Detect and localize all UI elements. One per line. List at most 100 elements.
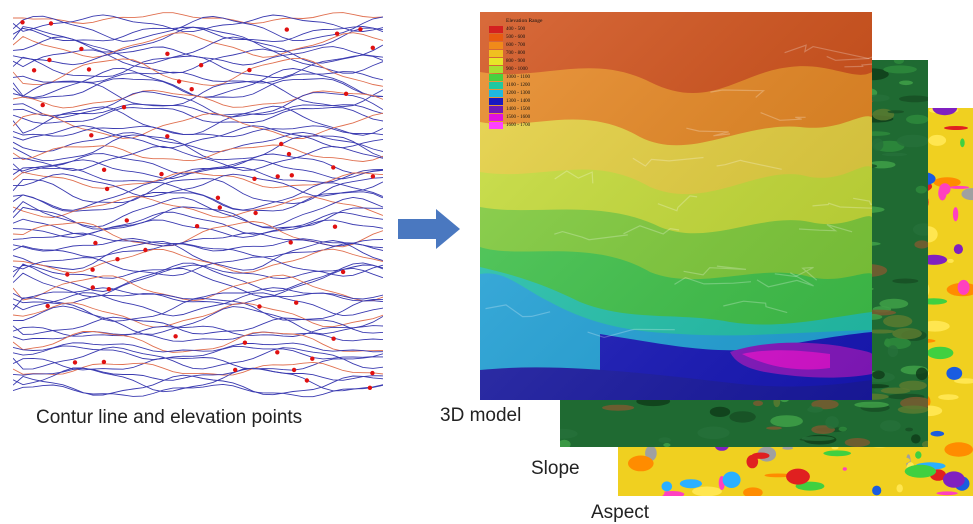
elevation-point xyxy=(101,359,107,365)
legend-label: 1100 - 1200 xyxy=(506,82,530,88)
slope-patch xyxy=(887,110,904,114)
contour-line xyxy=(12,367,384,381)
legend-label: 1200 - 1300 xyxy=(506,90,531,96)
legend-label: 1400 - 1500 xyxy=(506,106,531,112)
legend-swatch xyxy=(489,121,503,129)
hillshade-ridge xyxy=(554,230,628,241)
contour-line xyxy=(12,346,384,370)
hillshade-ridge xyxy=(657,195,698,212)
hillshade-ridge xyxy=(784,44,870,60)
slope-patch xyxy=(897,405,928,414)
elevation-point xyxy=(72,360,78,365)
contour-line xyxy=(12,331,384,342)
slope-patch xyxy=(887,345,899,358)
elevation-3d-model: Elevation Range 400 - 500 500 - 600 600 - … xyxy=(480,12,872,400)
contour-line xyxy=(12,361,384,376)
legend-item: 500 - 600 xyxy=(489,33,571,41)
contour-line xyxy=(12,292,384,305)
aspect-patch xyxy=(823,450,851,457)
legend-swatch xyxy=(489,49,503,57)
aspect-patch xyxy=(953,244,963,255)
slope-patch xyxy=(906,114,928,124)
elevation-point xyxy=(47,57,52,63)
contour-line xyxy=(12,305,384,335)
contour-line xyxy=(12,177,384,205)
aspect-patch xyxy=(947,258,954,263)
elevation-point xyxy=(284,27,289,32)
elevation-point xyxy=(101,167,107,172)
slope-patch xyxy=(825,416,839,429)
aspect-patch xyxy=(927,346,954,360)
legend-label: 1500 - 1600 xyxy=(506,114,531,120)
legend-item: 900 - 1000 xyxy=(489,65,571,73)
elevation-point xyxy=(233,367,238,373)
aspect-patch xyxy=(928,134,947,146)
slope-patch xyxy=(899,95,928,103)
contour-line xyxy=(12,316,384,335)
elevation-point xyxy=(86,67,92,72)
contour-line xyxy=(12,145,384,171)
slope-patch xyxy=(915,185,927,194)
slope-patch xyxy=(844,438,871,447)
aspect-patch xyxy=(904,464,937,478)
aspect-patch xyxy=(898,457,910,464)
elevation-point xyxy=(40,102,45,108)
contour-line xyxy=(12,125,384,149)
legend-item: 1300 - 1400 xyxy=(489,97,571,105)
elevation-point xyxy=(89,133,94,138)
aspect-patch xyxy=(932,108,958,116)
legend-label: 600 - 700 xyxy=(506,42,526,48)
elevation-point xyxy=(143,247,148,253)
slope-patch xyxy=(893,60,904,64)
contour-line xyxy=(12,131,384,153)
elevation-point xyxy=(106,287,112,292)
slope-patch xyxy=(892,278,919,284)
contour-line xyxy=(12,103,384,117)
contour-line xyxy=(12,57,384,87)
slope-patch xyxy=(899,380,927,391)
slope-patch xyxy=(658,437,671,443)
elevation-point xyxy=(194,224,200,229)
contour-line xyxy=(12,71,384,84)
legend-item: 1200 - 1300 xyxy=(489,89,571,97)
legend-item: 1600 - 1700 xyxy=(489,121,571,129)
elevation-point xyxy=(165,51,170,56)
elevation-point xyxy=(370,174,376,179)
legend-swatch xyxy=(489,113,503,121)
slope-patch xyxy=(770,415,803,427)
contour-line xyxy=(12,89,384,109)
elevation-point xyxy=(217,205,222,210)
aspect-patch xyxy=(638,487,665,496)
hillshade-ridge xyxy=(760,112,806,121)
elevation-point xyxy=(115,257,120,262)
slope-patch xyxy=(899,80,913,86)
contour-line xyxy=(12,105,384,136)
contour-line xyxy=(12,159,384,180)
contour-line xyxy=(12,262,384,293)
hillshade-ridge xyxy=(798,223,853,233)
elevation-point xyxy=(242,340,248,345)
aspect-patch xyxy=(679,479,702,489)
aspect-patch xyxy=(957,279,970,295)
slope-patch xyxy=(560,428,578,439)
elevation-point xyxy=(165,134,170,139)
elevation-point xyxy=(93,240,98,246)
elevation-point xyxy=(45,303,50,309)
aspect-patch xyxy=(936,491,958,496)
contour-line xyxy=(12,36,384,65)
contour-line xyxy=(12,106,384,124)
elevation-point xyxy=(310,356,315,361)
contour-line xyxy=(12,181,384,211)
elevation-point xyxy=(294,300,299,305)
aspect-patch xyxy=(961,188,973,201)
legend-swatch xyxy=(489,41,503,49)
model3d-caption: 3D model xyxy=(440,405,522,426)
elevation-point xyxy=(304,378,310,383)
contour-map-svg xyxy=(12,12,384,398)
legend-item: 600 - 700 xyxy=(489,41,571,49)
contour-line xyxy=(12,325,384,337)
legend-swatch xyxy=(489,65,503,73)
slope-patch xyxy=(880,387,911,394)
slope-patch xyxy=(753,400,763,406)
legend-label: 700 - 800 xyxy=(506,50,526,56)
